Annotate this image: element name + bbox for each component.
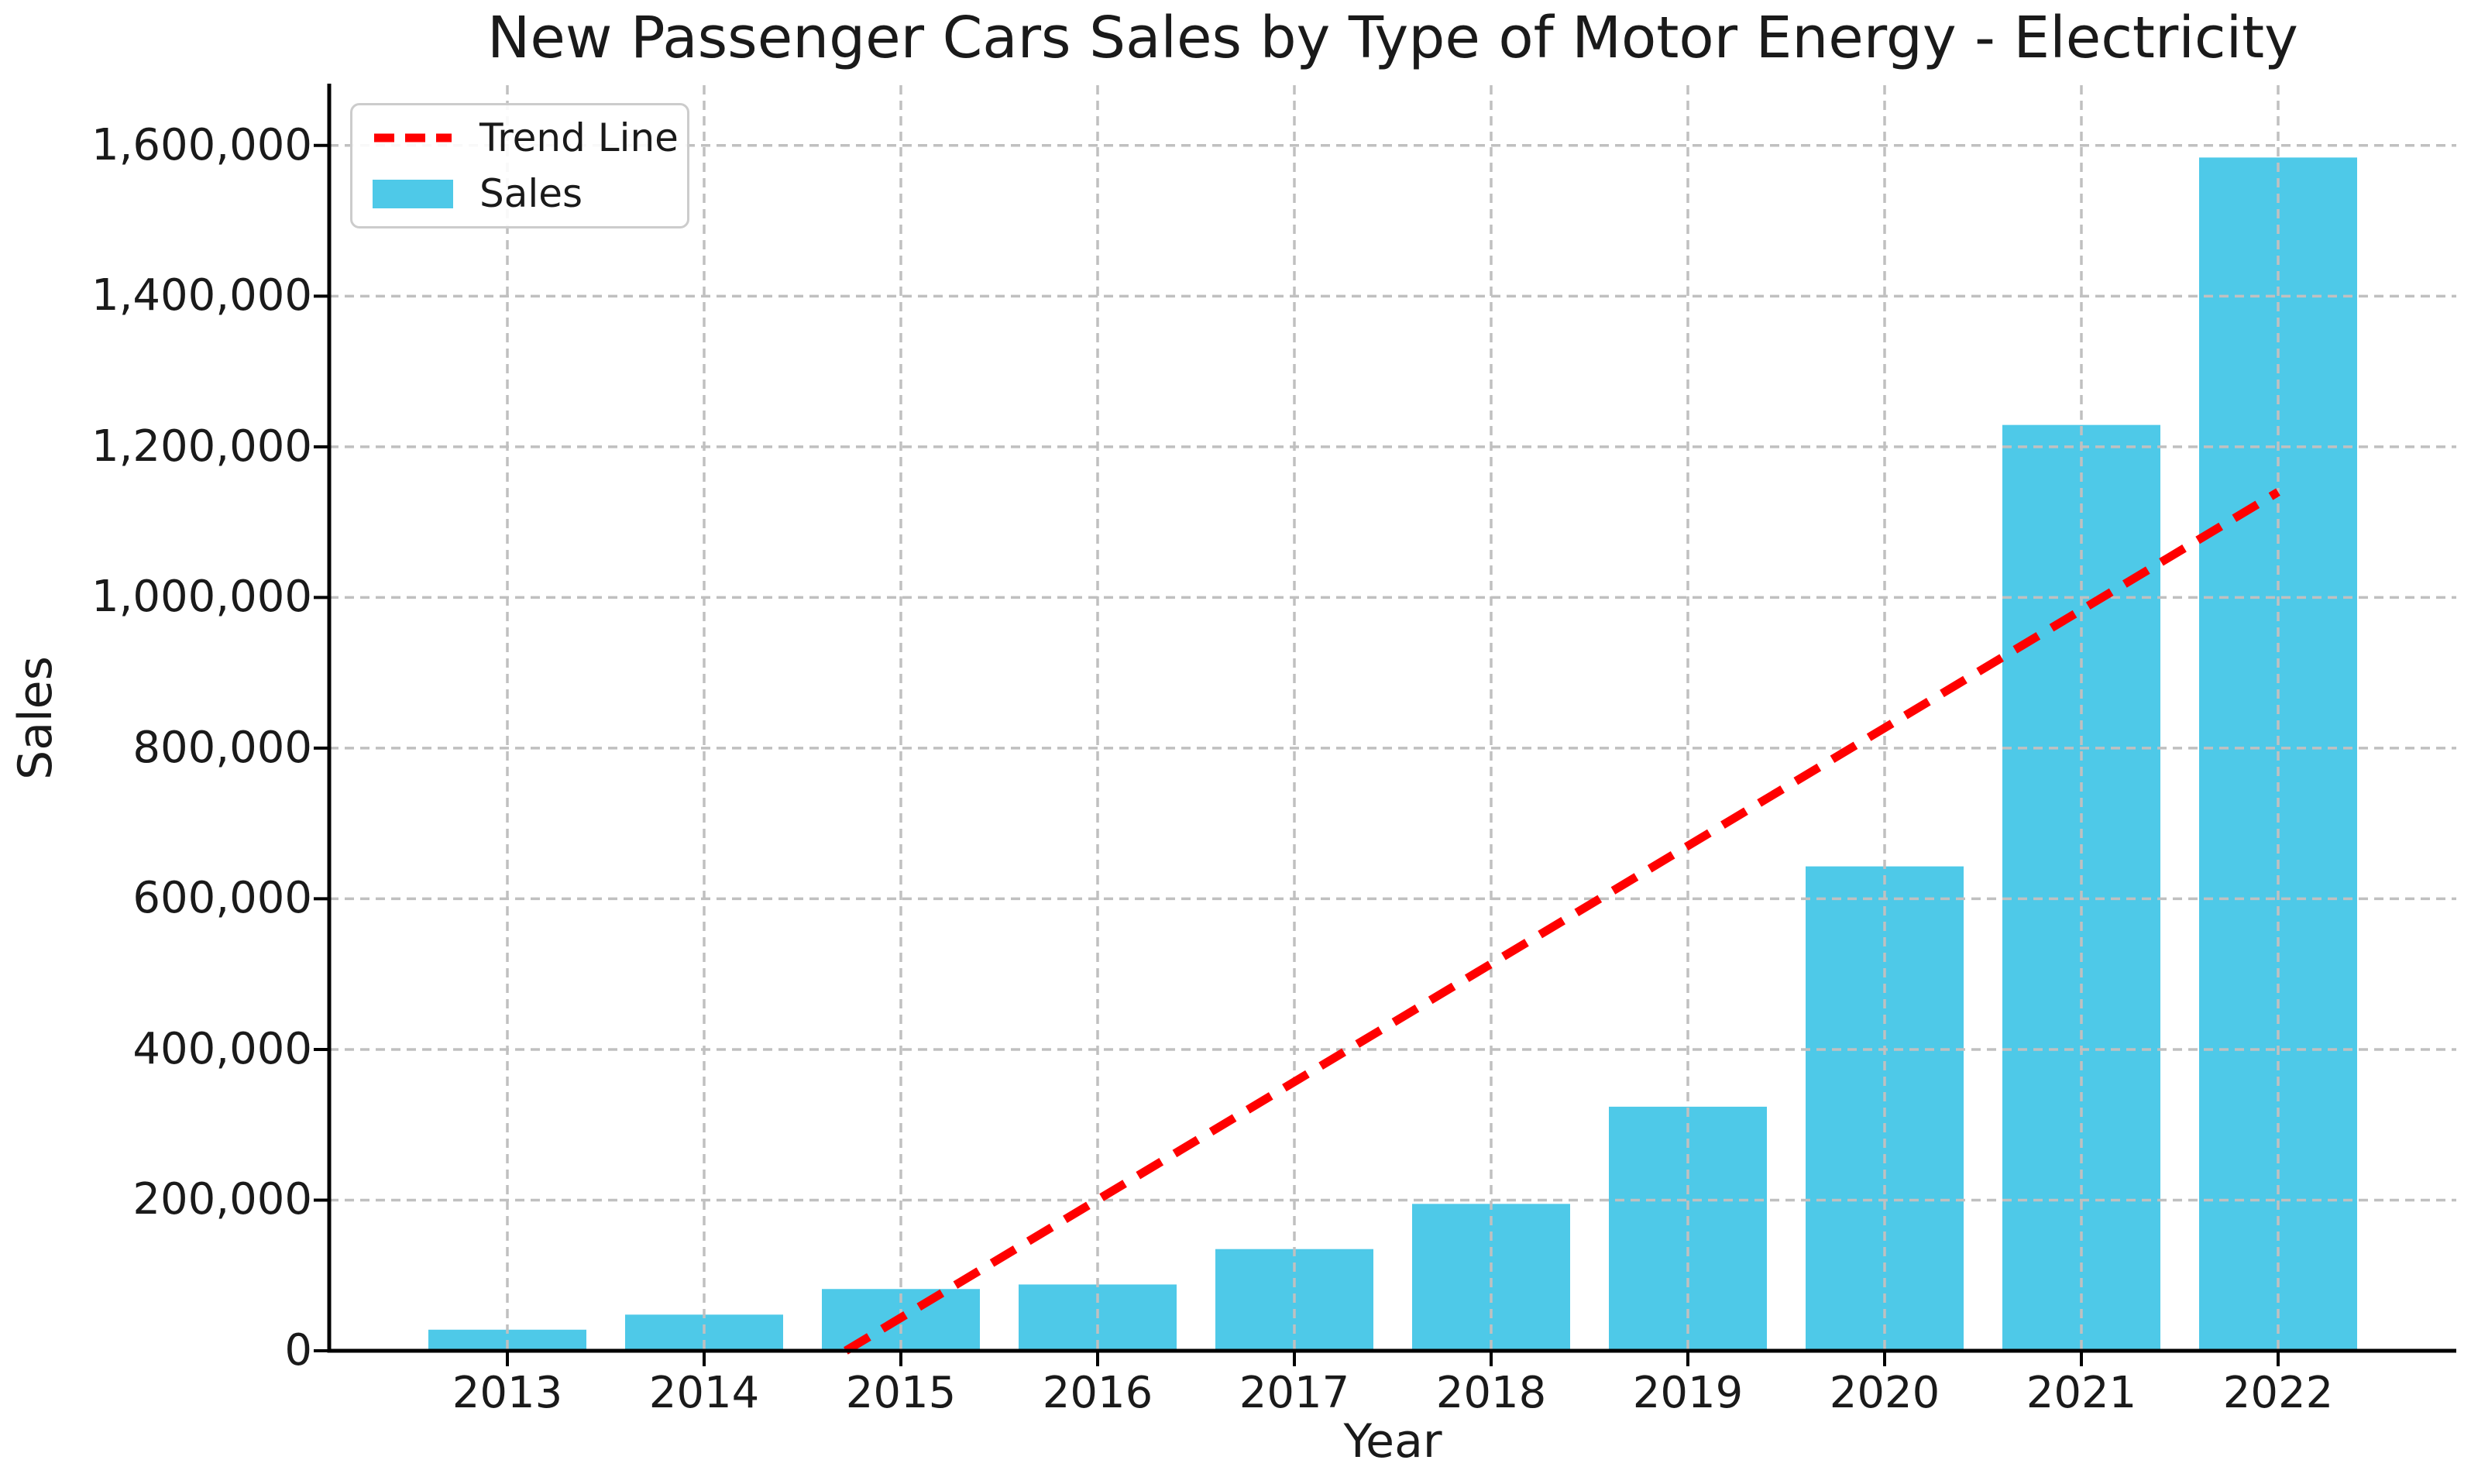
bar-2021 xyxy=(2002,424,2160,1352)
trend-line xyxy=(844,488,2280,1355)
